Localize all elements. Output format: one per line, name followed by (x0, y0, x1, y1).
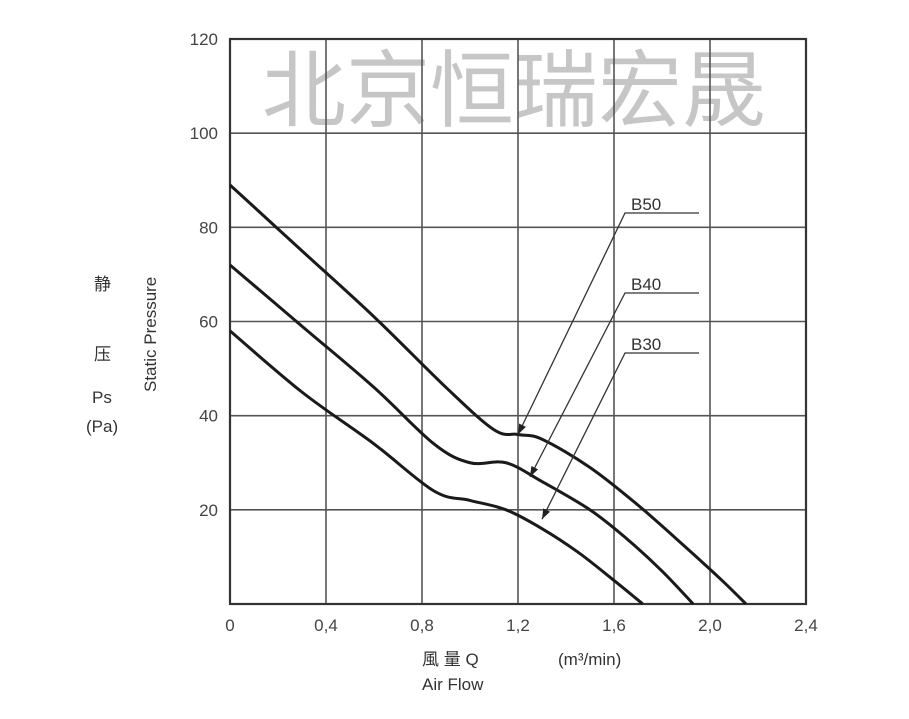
x-label-cn: 風 量 Q (422, 650, 479, 669)
y-label-en: Static Pressure (141, 277, 160, 392)
series-label-b50: B50 (631, 195, 661, 214)
curve-b50 (228, 183, 748, 606)
y-tick-label: 60 (199, 313, 218, 332)
y-tick-label: 80 (199, 218, 218, 237)
y-tick-label: 100 (190, 124, 218, 143)
curve-b40 (229, 263, 695, 606)
x-tick-label: 1,2 (506, 616, 530, 635)
arrowhead-b40 (530, 465, 539, 477)
y-label-cn-1: 静 (94, 275, 111, 294)
x-tick-label: 0,8 (410, 616, 434, 635)
watermark: 北京恒瑞宏晟 (262, 42, 766, 140)
annotations: B50 B40 B30 (517, 195, 699, 520)
x-tick-label: 0 (225, 616, 234, 635)
x-label-unit: (m³/min) (558, 650, 621, 669)
y-tick-label: 120 (190, 30, 218, 49)
curve-b30 (229, 329, 644, 606)
leader-b40 (529, 292, 699, 478)
leader-b50 (517, 212, 699, 435)
tick-labels: 0 0,4 0,8 1,2 1,6 2,0 2,4 20 40 60 80 100 120 (190, 30, 818, 635)
series-label-b40: B40 (631, 275, 661, 294)
y-label-symbol: Ps (92, 388, 112, 407)
y-tick-label: 40 (199, 407, 218, 426)
series-label-b30: B30 (631, 335, 661, 354)
x-label-en: Air Flow (422, 675, 484, 694)
y-label-unit: (Pa) (86, 417, 118, 436)
x-tick-label: 2,4 (794, 616, 818, 635)
y-tick-label: 20 (199, 501, 218, 520)
x-tick-label: 1,6 (602, 616, 626, 635)
arrowhead-b30 (542, 508, 550, 520)
x-tick-label: 0,4 (314, 616, 338, 635)
y-label-cn-2: 压 (94, 345, 111, 364)
leader-b30 (541, 352, 699, 520)
grid (228, 37, 808, 606)
curves (228, 183, 748, 606)
x-tick-label: 2,0 (698, 616, 722, 635)
arrowhead-b50 (518, 423, 526, 435)
plot-frame (228, 37, 808, 606)
